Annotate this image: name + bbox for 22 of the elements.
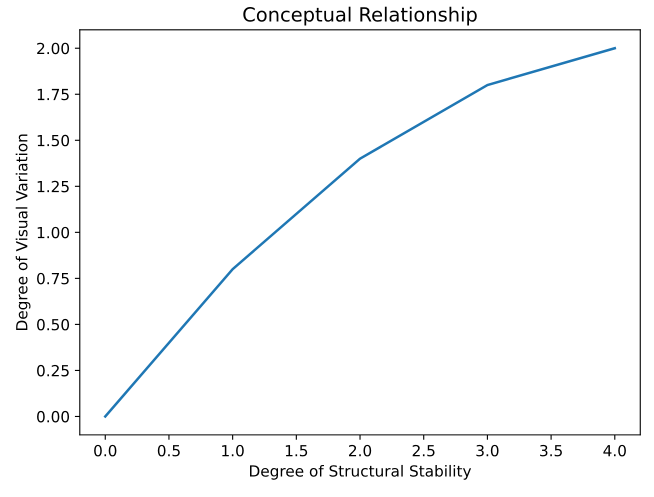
x-tick-label: 3.5 [540, 444, 562, 456]
y-tick-label: 0.25 [37, 364, 69, 376]
y-tick-label: 0.50 [37, 318, 70, 330]
y-axis-title: Degree of Visual Variation [16, 134, 30, 330]
x-tick-label: 2.5 [412, 444, 435, 456]
x-tick-label: 2.0 [349, 444, 372, 456]
x-tick-label: 1.5 [286, 445, 308, 456]
y-tick-label: 1.75 [38, 88, 69, 100]
x-tick-label: 0.0 [94, 444, 116, 456]
x-tick-label: 4.0 [603, 444, 626, 456]
x-axis-title: Degree of Structural Stability [250, 464, 472, 480]
chart-title: Conceptual Relationship [243, 6, 477, 26]
y-tick-label: 1.25 [38, 180, 69, 192]
y-tick-label: 1.00 [38, 226, 70, 238]
y-tick-label: 0.75 [37, 272, 69, 284]
x-tick-label: 1.0 [222, 444, 244, 456]
y-tick-label: 1.50 [38, 134, 70, 146]
y-tick-label: 2.00 [37, 42, 70, 54]
x-tick-label: 0.5 [158, 444, 180, 456]
x-tick-label: 3.0 [476, 444, 499, 456]
y-tick-label: 0.00 [37, 410, 70, 422]
line-series [104, 46, 616, 418]
